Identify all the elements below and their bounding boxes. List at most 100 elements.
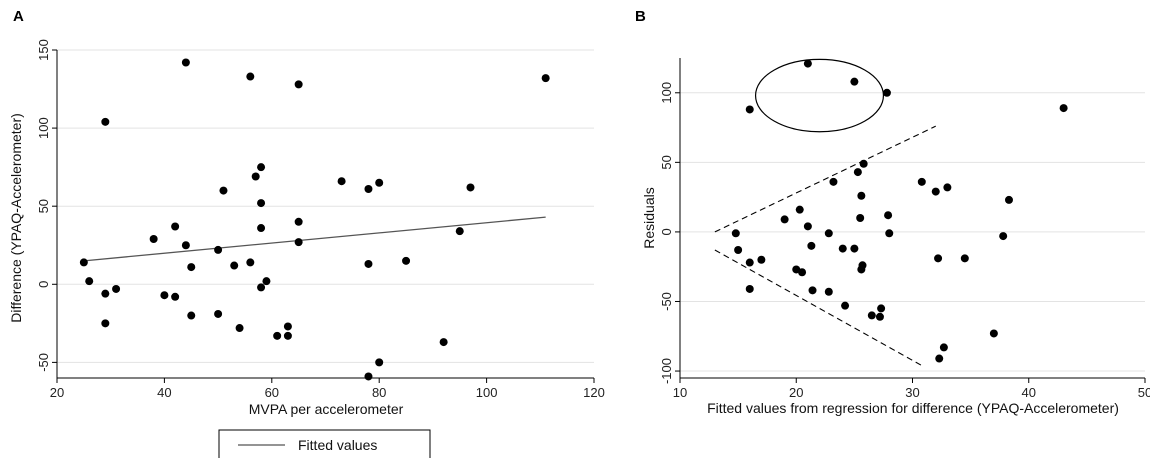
data-point (283, 322, 292, 331)
data-point (375, 178, 384, 187)
data-point (283, 331, 292, 340)
data-point (999, 232, 1008, 241)
data-point (856, 214, 865, 222)
x-tick-label: 120 (583, 385, 605, 400)
panel-a-grid (57, 49, 594, 363)
data-point (875, 312, 884, 321)
data-point (149, 234, 158, 243)
data-point (455, 227, 464, 236)
data-point (877, 304, 886, 313)
data-point (795, 205, 804, 214)
outlier-ellipse (754, 58, 885, 133)
dashed-boundary-line (714, 125, 936, 233)
data-point (112, 284, 121, 293)
data-point (181, 241, 190, 250)
x-tick-label: 10 (673, 385, 687, 400)
x-tick-label: 80 (372, 385, 386, 400)
legend-entry-fitted: Fitted values (298, 437, 377, 453)
data-point (101, 117, 110, 126)
x-tick-label: 20 (789, 385, 803, 400)
data-point (858, 261, 867, 270)
data-point (219, 186, 228, 195)
data-point (257, 163, 266, 172)
x-tick-label: 100 (476, 385, 498, 400)
data-point (960, 254, 969, 263)
data-point (745, 105, 754, 114)
data-point (181, 58, 190, 67)
data-point (882, 88, 891, 97)
data-point (745, 284, 754, 293)
panel-a-legend: Fitted values (218, 429, 431, 458)
data-point (1059, 104, 1068, 113)
panel-b-x-title: Fitted values from regression for differ… (707, 400, 1119, 416)
data-point (214, 245, 223, 254)
data-point (364, 259, 373, 268)
x-tick-label: 40 (1022, 385, 1036, 400)
data-point (803, 222, 812, 231)
panel-b-label: B (635, 8, 646, 25)
panel-a-y-title: Difference (YPAQ-Accelerometer) (8, 113, 24, 323)
y-tick-label: 0 (659, 228, 674, 235)
dashed-boundary-line (714, 249, 925, 368)
data-point (257, 283, 266, 292)
data-point (364, 185, 373, 194)
data-point (757, 255, 766, 264)
panel-a-x-title: MVPA per accelerometer (249, 401, 404, 417)
data-point (402, 256, 411, 265)
data-point (838, 244, 847, 253)
data-point (85, 277, 94, 286)
data-point (294, 217, 303, 226)
panel-a-points (79, 58, 550, 381)
y-tick-label: 0 (36, 281, 51, 288)
data-point (214, 309, 223, 318)
data-point (375, 358, 384, 367)
data-point (934, 254, 943, 263)
data-point (246, 72, 255, 81)
data-point (917, 177, 926, 186)
data-point (850, 244, 859, 253)
data-point (257, 199, 266, 208)
panel-b-axes: -100 -50 0 50 100 10 20 30 40 50 (659, 58, 1150, 400)
data-point (294, 80, 303, 89)
data-point (1004, 195, 1013, 204)
data-point (745, 258, 754, 267)
data-point (808, 286, 817, 295)
data-point (294, 238, 303, 247)
data-point (246, 258, 255, 267)
data-point (101, 289, 110, 298)
data-point (859, 159, 868, 168)
y-tick-label: -100 (659, 358, 674, 384)
data-point (337, 177, 346, 186)
data-point (943, 183, 952, 192)
data-point (101, 319, 110, 328)
data-point (931, 187, 940, 196)
data-point (171, 292, 180, 301)
data-point (160, 291, 169, 300)
x-tick-label: 60 (265, 385, 279, 400)
data-point (262, 277, 271, 286)
data-point (807, 241, 816, 250)
data-point (829, 177, 838, 186)
x-tick-label: 40 (157, 385, 171, 400)
fitted-line (83, 216, 546, 262)
panel-b: B -100 -50 0 50 100 10 20 30 40 50 Fitted values … (635, 8, 1150, 416)
x-tick-label: 50 (1138, 385, 1150, 400)
y-tick-label: 150 (36, 39, 51, 61)
data-point (841, 301, 850, 310)
x-tick-label: 30 (905, 385, 919, 400)
data-point (79, 258, 88, 267)
data-point (541, 74, 550, 83)
data-point (257, 224, 266, 233)
y-tick-label: -50 (36, 353, 51, 372)
data-point (850, 77, 859, 86)
data-point (439, 338, 448, 347)
panel-a-axes: -50 0 50 100 150 20 40 60 80 100 120 (36, 39, 605, 400)
data-point (171, 222, 180, 231)
data-point (251, 172, 260, 181)
data-point (885, 229, 894, 238)
data-point (731, 229, 740, 238)
y-tick-label: 50 (659, 155, 674, 169)
data-point (230, 261, 239, 270)
panel-b-annotations (714, 58, 936, 368)
